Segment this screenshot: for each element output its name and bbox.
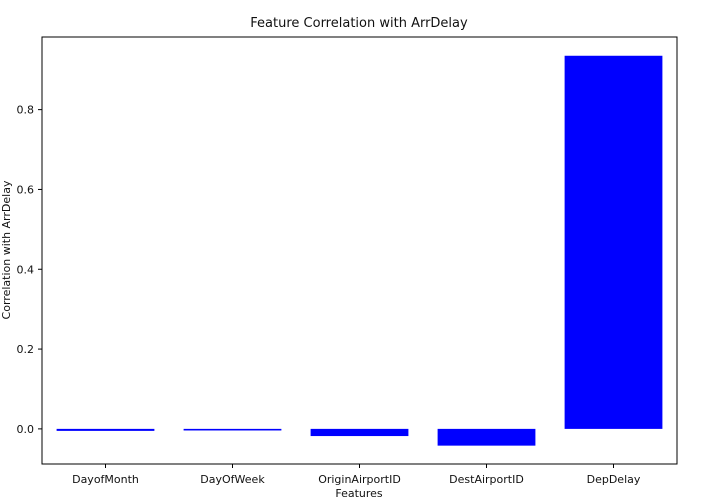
y-axis-label: Correlation with ArrDelay xyxy=(0,180,13,319)
x-tick-label: OriginAirportID xyxy=(318,473,401,486)
x-axis-ticks: DayofMonth DayOfWeek OriginAirportID DestAi… xyxy=(72,464,641,486)
bar-destairportid xyxy=(437,428,536,446)
axes-frame xyxy=(41,36,678,465)
x-tick-label: DestAirportID xyxy=(449,473,524,486)
plot-area: 0.0 0.2 0.4 0.6 0.8 DayofMonth DayOfWeek Origi… xyxy=(17,36,678,486)
bar-depdelay xyxy=(564,55,663,429)
x-tick-label: DayOfWeek xyxy=(200,473,265,486)
bar-dayofweek xyxy=(183,428,282,431)
x-tick-label: DayofMonth xyxy=(72,473,139,486)
y-axis-ticks: 0.0 0.2 0.4 0.6 0.8 xyxy=(17,104,42,436)
y-tick-label: 0.2 xyxy=(17,343,35,356)
x-tick-label: DepDelay xyxy=(587,473,641,486)
x-axis-label: Features xyxy=(335,487,383,498)
chart-title: Feature Correlation with ArrDelay xyxy=(250,16,468,31)
bar-dayofmonth xyxy=(56,428,155,431)
bar-originairportid xyxy=(310,428,409,437)
y-tick-label: 0.8 xyxy=(17,104,35,117)
y-tick-label: 0.6 xyxy=(17,183,35,196)
bars xyxy=(56,55,663,446)
y-tick-label: 0.0 xyxy=(17,423,35,436)
y-tick-label: 0.4 xyxy=(17,263,35,276)
